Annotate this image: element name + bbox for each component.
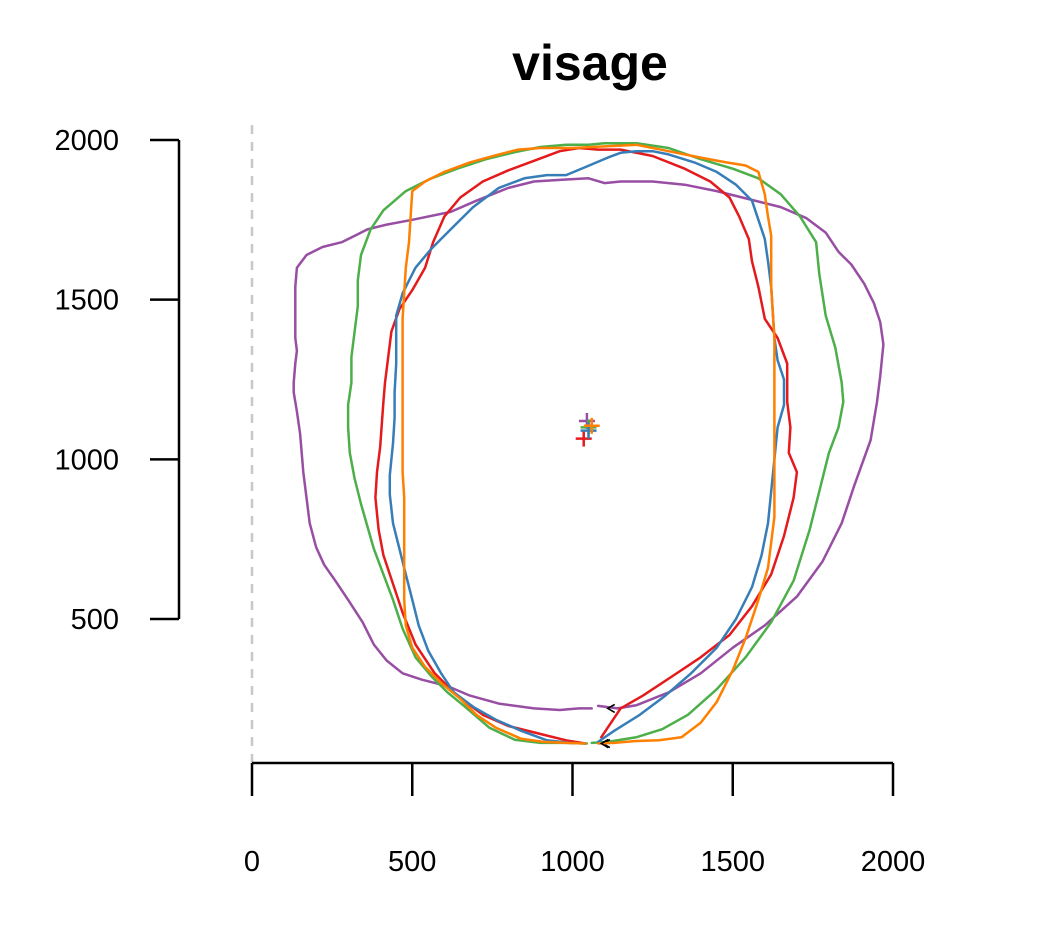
x-tick-label: 1500	[700, 846, 765, 878]
contour-series-2	[346, 141, 845, 745]
plot-area	[250, 125, 885, 765]
y-tick-label: 1500	[54, 285, 119, 317]
contour-series-3	[374, 146, 799, 745]
x-tick-label: 0	[244, 846, 260, 878]
chart-title: visage	[512, 35, 668, 91]
contour-series-1	[292, 177, 885, 712]
y-axis: 500 1000 1500 2000	[54, 125, 181, 636]
start-marker-1	[606, 703, 616, 714]
start-marker-5	[599, 738, 609, 749]
y-tick-label: 1000	[54, 444, 119, 476]
x-tick-label: 2000	[861, 846, 926, 878]
x-tick-label: 500	[388, 846, 436, 878]
x-axis: 0 500 1000 1500 2000	[244, 761, 926, 878]
contour-series-5	[401, 143, 776, 745]
contour-series-4	[388, 149, 786, 745]
x-tick-label: 1000	[540, 846, 605, 878]
y-tick-label: 2000	[54, 125, 119, 157]
center-point-5	[583, 417, 600, 434]
y-tick-label: 500	[71, 604, 119, 636]
